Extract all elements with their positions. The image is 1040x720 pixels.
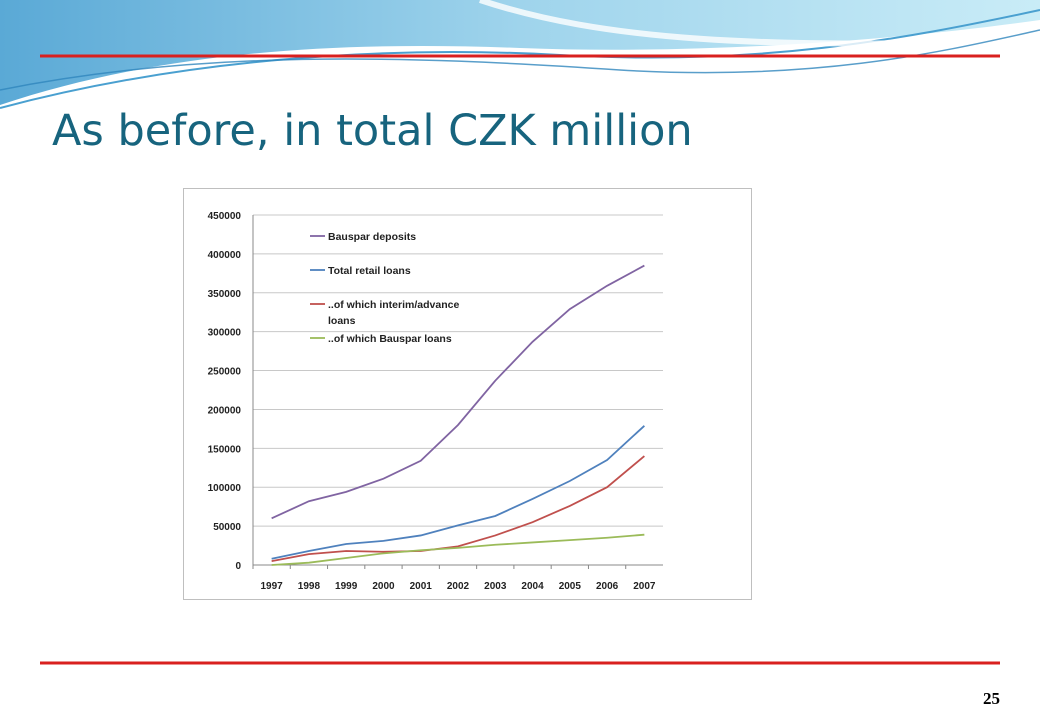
y-tick-label: 150000 <box>208 444 242 455</box>
y-tick-label: 100000 <box>208 483 242 494</box>
x-tick-label: 2007 <box>633 581 656 592</box>
x-tick-label: 1997 <box>261 581 284 592</box>
legend-label: Total retail loans <box>328 265 411 277</box>
header-swoosh <box>479 0 1040 47</box>
legend-label: Bauspar deposits <box>328 231 416 243</box>
series-line <box>271 425 645 560</box>
x-tick-label: 2001 <box>410 581 433 592</box>
x-tick-label: 2002 <box>447 581 470 592</box>
x-tick-label: 2006 <box>596 581 619 592</box>
y-tick-label: 50000 <box>213 522 241 533</box>
series-line <box>271 455 645 562</box>
y-tick-label: 250000 <box>208 367 242 378</box>
y-tick-label: 0 <box>235 561 241 572</box>
y-tick-label: 450000 <box>208 211 242 222</box>
y-tick-label: 400000 <box>208 250 242 261</box>
series-line <box>271 264 645 520</box>
x-tick-label: 2004 <box>521 581 544 592</box>
header-swoosh <box>0 29 1040 91</box>
chart-frame <box>183 188 752 600</box>
slide-title: As before, in total CZK million <box>52 106 693 156</box>
header-swoosh <box>0 0 1040 105</box>
y-tick-label: 300000 <box>208 328 242 339</box>
x-tick-label: 2000 <box>372 581 395 592</box>
x-tick-label: 2003 <box>484 581 507 592</box>
series-line <box>271 533 645 566</box>
x-tick-label: 1998 <box>298 581 321 592</box>
legend-label: ..of which Bauspar loans <box>328 333 452 345</box>
page-number: 25 <box>983 689 1000 708</box>
legend-label: ..of which interim/advance loans <box>328 299 462 327</box>
x-tick-label: 2005 <box>559 581 582 592</box>
x-tick-label: 1999 <box>335 581 358 592</box>
y-tick-label: 200000 <box>208 405 242 416</box>
y-tick-label: 350000 <box>208 289 242 300</box>
